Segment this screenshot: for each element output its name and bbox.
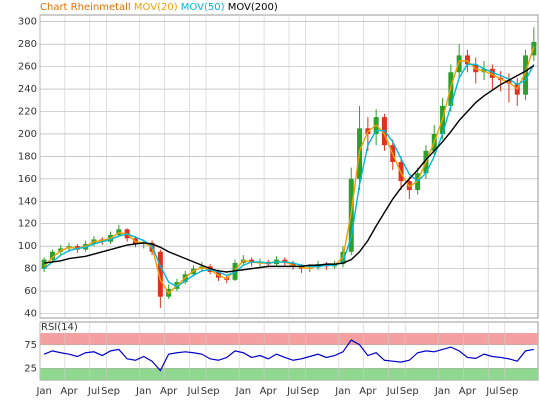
candle-body — [41, 259, 47, 269]
y-tick-label: 100 — [18, 241, 37, 252]
x-tick-label: Apr — [60, 386, 78, 397]
y-tick-label: 300 — [18, 17, 37, 28]
x-tick-label: Sep — [500, 386, 519, 397]
y-tick-label: 240 — [18, 84, 37, 95]
line-series — [44, 64, 535, 273]
y-tick-label: 60 — [24, 286, 37, 297]
y-tick-label: 280 — [18, 39, 37, 50]
candle-body — [456, 55, 462, 73]
legend-entry: MOV(200) — [228, 2, 278, 13]
rsi-title: RSI(14) — [41, 322, 78, 333]
y-tick-label: 75 — [24, 340, 37, 351]
x-tick-label: Jan — [35, 386, 51, 397]
x-tick-label: Sep — [300, 386, 319, 397]
candle-body — [464, 55, 470, 65]
x-tick-label: Apr — [459, 386, 477, 397]
x-tick-label: Jan — [235, 386, 251, 397]
y-tick-label: 80 — [24, 264, 37, 275]
legend: Chart Rheinmetall MOV(20) MOV(50) MOV(20… — [40, 2, 278, 13]
y-tick-label: 260 — [18, 62, 37, 73]
y-tick-label: 25 — [24, 363, 37, 374]
legend-entry: MOV(50) — [181, 2, 225, 13]
x-tick-label: Jul — [87, 386, 100, 397]
y-tick-label: 160 — [18, 174, 37, 185]
line-series — [43, 63, 535, 288]
y-tick-label: 220 — [18, 107, 37, 118]
line-series — [43, 339, 534, 372]
x-tick-label: Jan — [135, 386, 151, 397]
x-tick-label: Sep — [201, 386, 220, 397]
x-tick-label: Jul — [187, 386, 200, 397]
legend-entry: MOV(20) — [134, 2, 178, 13]
y-tick-label: 140 — [18, 196, 37, 207]
chart-title: Chart Rheinmetall — [40, 2, 131, 13]
candle-body — [523, 55, 529, 95]
y-tick-label: 120 — [18, 219, 37, 230]
x-tick-label: Jul — [485, 386, 498, 397]
x-tick-label: Jan — [334, 386, 350, 397]
x-tick-label: Apr — [160, 386, 178, 397]
x-tick-label: Sep — [400, 386, 419, 397]
candle-body — [157, 251, 163, 297]
candle-body — [49, 251, 55, 260]
x-tick-label: Apr — [359, 386, 377, 397]
x-tick-label: Jul — [386, 386, 399, 397]
x-tick-label: Apr — [260, 386, 278, 397]
x-tick-label: Sep — [101, 386, 120, 397]
y-tick-label: 180 — [18, 151, 37, 162]
candle-body — [489, 68, 495, 78]
y-tick-label: 200 — [18, 129, 37, 140]
x-tick-label: Jan — [434, 386, 450, 397]
x-tick-label: Jul — [286, 386, 299, 397]
y-tick-label: 40 — [24, 309, 37, 320]
